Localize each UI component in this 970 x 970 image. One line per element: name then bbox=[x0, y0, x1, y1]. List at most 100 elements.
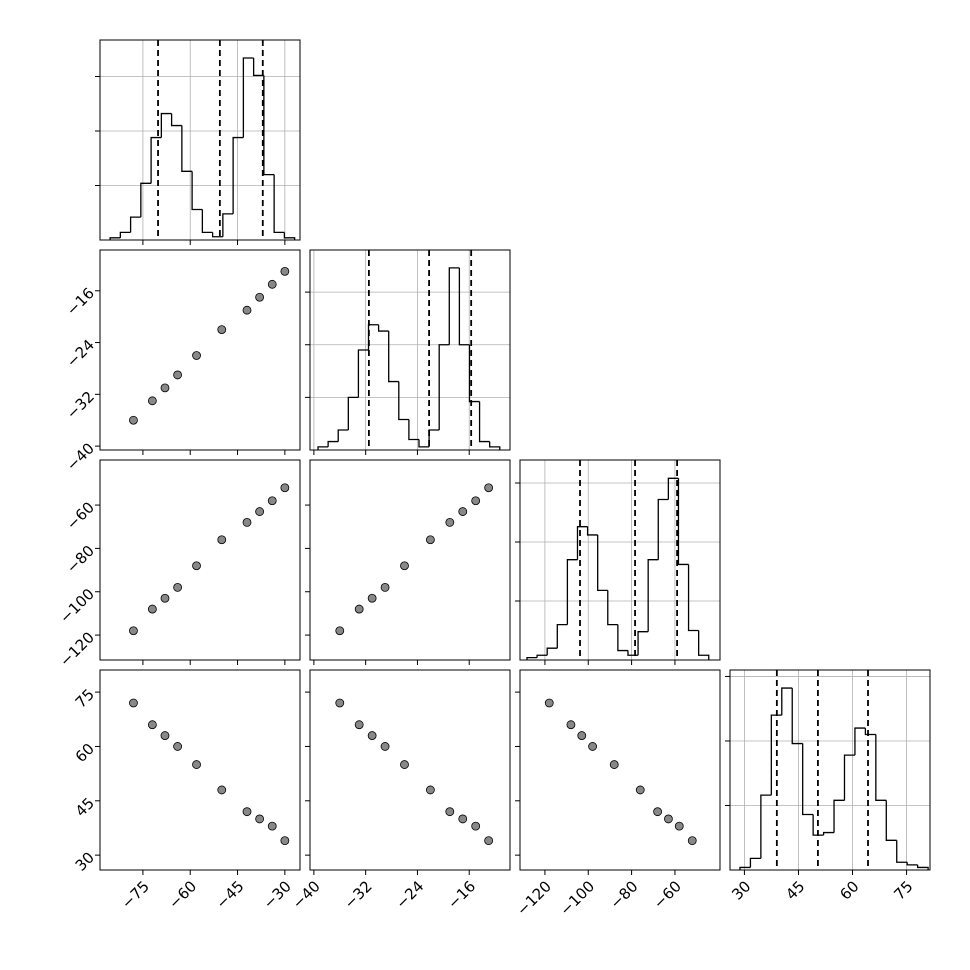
y-tick-label: −60 bbox=[63, 498, 98, 533]
histogram-bin bbox=[749, 857, 761, 868]
histogram-bin bbox=[337, 429, 349, 442]
histogram-bin bbox=[854, 727, 866, 756]
axes-frame bbox=[729, 669, 931, 871]
x-tick-label: 45 bbox=[782, 877, 808, 903]
scatter-point bbox=[147, 396, 157, 406]
scatter-point bbox=[653, 807, 662, 817]
histogram-bin bbox=[833, 799, 845, 833]
scatter-point bbox=[160, 593, 170, 603]
x-tick-label: −16 bbox=[444, 877, 479, 912]
histogram-bin bbox=[273, 174, 285, 234]
scatter-point bbox=[674, 821, 684, 831]
scatter-point bbox=[217, 325, 227, 335]
scatter-point bbox=[173, 583, 183, 592]
histogram-bin bbox=[739, 866, 751, 870]
histogram-bin bbox=[263, 75, 275, 176]
scatter-point bbox=[588, 742, 597, 751]
histogram-bin bbox=[916, 864, 929, 870]
histogram-bin bbox=[119, 231, 131, 238]
histogram-bin bbox=[791, 688, 803, 745]
histogram-bin bbox=[357, 349, 369, 398]
scatter-point bbox=[242, 518, 252, 527]
panel: −40 −32 −24 −16 bbox=[63, 249, 301, 475]
scatter-point bbox=[687, 836, 697, 846]
axes-frame bbox=[99, 39, 301, 241]
histogram-bin bbox=[388, 331, 399, 383]
histogram-bin bbox=[428, 429, 440, 447]
histogram-bin bbox=[885, 800, 897, 841]
y-tick-label: −40 bbox=[63, 439, 98, 474]
histogram-bin bbox=[812, 814, 824, 836]
scatter-point bbox=[471, 821, 481, 831]
histogram-bin bbox=[408, 419, 419, 441]
histogram-bin bbox=[468, 344, 480, 403]
x-tick-label: −40 bbox=[289, 877, 324, 912]
histogram-bin bbox=[906, 862, 918, 866]
histogram-bin bbox=[448, 267, 460, 345]
scatter-point bbox=[354, 604, 364, 614]
axes-frame bbox=[99, 459, 301, 661]
scatter-point bbox=[280, 483, 290, 493]
scatter-point bbox=[367, 731, 377, 740]
scatter-point bbox=[280, 836, 290, 846]
x-tick-label: −80 bbox=[606, 877, 641, 912]
axes-frame bbox=[519, 459, 721, 661]
panel: −120−100 −80 −60 bbox=[56, 459, 301, 670]
axes-frame bbox=[309, 669, 511, 871]
histogram-bin bbox=[458, 267, 470, 346]
scatter-point bbox=[367, 593, 377, 603]
scatter-point bbox=[173, 370, 183, 380]
histogram-bin bbox=[317, 446, 329, 450]
histogram-bin bbox=[438, 344, 450, 430]
histogram-bin bbox=[252, 57, 264, 77]
axes-frame bbox=[519, 669, 721, 871]
scatter-point bbox=[380, 742, 390, 751]
histogram-bin bbox=[627, 650, 639, 656]
axes-frame bbox=[99, 249, 301, 451]
histogram-bin bbox=[211, 232, 223, 238]
x-tick-label: −30 bbox=[260, 877, 295, 912]
y-tick-label: −80 bbox=[63, 542, 98, 577]
scatter-point bbox=[380, 583, 390, 592]
histogram-bin bbox=[398, 381, 409, 421]
panel: −40 −32 −24 −16 bbox=[289, 669, 511, 912]
scatter-point bbox=[129, 626, 138, 636]
scatter-point bbox=[147, 720, 157, 730]
histogram-bin bbox=[109, 237, 121, 240]
histogram-bin bbox=[698, 630, 710, 660]
scatter-point bbox=[192, 351, 201, 360]
scatter-point bbox=[635, 785, 645, 795]
histogram-bin bbox=[170, 113, 182, 127]
scatter-point bbox=[129, 415, 138, 425]
y-tick-label: 60 bbox=[72, 740, 98, 766]
histogram-bin bbox=[242, 57, 254, 138]
scatter-point bbox=[445, 518, 455, 527]
scatter-point bbox=[255, 814, 265, 824]
scatter-point bbox=[160, 383, 170, 393]
scatter-point bbox=[242, 305, 252, 315]
histogram-bin bbox=[191, 171, 203, 211]
histogram-bin bbox=[864, 728, 876, 736]
scatter-point bbox=[566, 720, 576, 730]
x-tick-label: −75 bbox=[118, 877, 153, 912]
scatter-point bbox=[335, 626, 345, 636]
scatter-point bbox=[445, 807, 455, 817]
histogram-bin bbox=[667, 477, 679, 500]
histogram-bin bbox=[822, 831, 835, 836]
histogram-bin bbox=[566, 559, 578, 625]
scatter-point bbox=[335, 698, 345, 708]
histogram-bin bbox=[546, 647, 558, 656]
y-tick-label: −120 bbox=[56, 628, 98, 670]
histogram-bin bbox=[781, 687, 793, 716]
scatter-point bbox=[458, 507, 468, 516]
scatter-point bbox=[609, 760, 619, 769]
scatter-point bbox=[664, 814, 673, 824]
histogram-bin bbox=[232, 136, 244, 214]
scatter-point bbox=[425, 785, 435, 795]
scatter-point bbox=[242, 807, 252, 817]
scatter-point bbox=[267, 496, 277, 506]
x-tick-label: −60 bbox=[165, 877, 200, 912]
histogram-bin bbox=[526, 656, 538, 660]
scatter-point bbox=[354, 720, 364, 730]
histogram-bin bbox=[576, 526, 588, 560]
